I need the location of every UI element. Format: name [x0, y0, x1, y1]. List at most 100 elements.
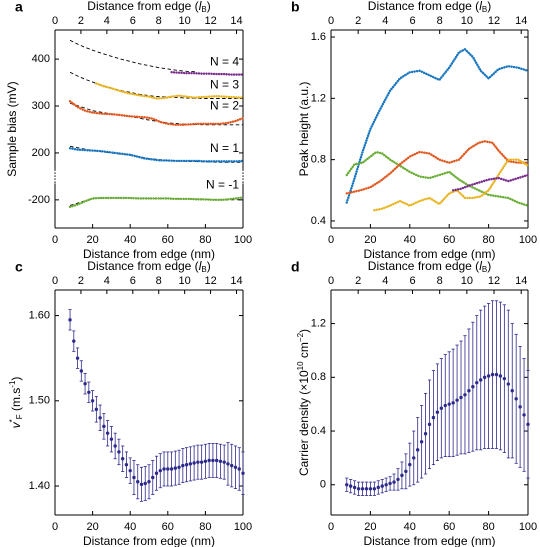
y-axis-title: v*F (m.s-1) — [8, 377, 24, 429]
y-tick-label: 0.8 — [311, 154, 326, 166]
data-point — [184, 463, 189, 467]
x-tick-label: 0 — [328, 234, 334, 246]
x2-tick-label: 12 — [488, 275, 500, 287]
data-dots — [68, 196, 245, 209]
data-point — [105, 431, 110, 435]
data-point — [479, 378, 483, 382]
data-point — [482, 375, 487, 380]
y-axis-title-part: v — [9, 421, 23, 428]
data-point — [467, 389, 471, 393]
x2-tick-label: 8 — [156, 275, 162, 287]
data-point — [162, 467, 166, 471]
x2-axis-title: Distance from edge (lB) — [87, 0, 210, 14]
x-tick-label: 100 — [234, 521, 252, 533]
y-tick-label: -200 — [28, 194, 50, 206]
x2-axis-title: Distance from edge (lB) — [368, 0, 491, 14]
data-point — [237, 467, 241, 471]
series-label: N = 2 — [210, 98, 239, 112]
data-dots — [373, 158, 530, 212]
data-point — [177, 465, 181, 469]
x-tick-label: 80 — [482, 521, 494, 533]
data-point — [396, 477, 400, 482]
data-dots — [68, 100, 245, 126]
x-tick-label: 100 — [519, 234, 537, 246]
x2-tick-label: 10 — [179, 275, 191, 287]
data-point — [490, 372, 495, 377]
data-point — [192, 461, 196, 465]
y-tick-label: 1.2 — [311, 317, 326, 329]
x-tick-label: 80 — [199, 521, 211, 533]
data-point — [72, 339, 76, 343]
x-tick-label: 40 — [124, 234, 136, 246]
x2-tick-label: 0 — [328, 15, 334, 27]
x-axis-title: Distance from edge (nm) — [83, 534, 215, 547]
x2-axis-title-part: ) — [487, 0, 491, 13]
x-tick-label: 0 — [52, 234, 58, 246]
data-point — [222, 460, 226, 464]
data-point — [154, 471, 159, 475]
y-tick-label: 0.4 — [311, 215, 326, 227]
x-axis-title-part: Distance from edge (nm) — [363, 534, 495, 547]
data-point — [486, 374, 491, 378]
data-point — [102, 424, 106, 429]
y-axis-title-part: Sample bias (mV) — [5, 81, 19, 176]
data-point — [510, 389, 514, 393]
data-point — [230, 463, 234, 468]
x2-axis-title-part: Distance from edge ( — [368, 259, 479, 273]
data-point — [75, 356, 80, 360]
data-point — [514, 397, 518, 401]
y-tick-label: 1.60 — [29, 309, 50, 321]
x-axis-title-part: Distance from edge (nm) — [83, 247, 215, 261]
y-axis-title-part: Peak height (a.u.) — [297, 82, 311, 177]
x2-tick-label: 0 — [52, 15, 58, 27]
data-dots — [345, 140, 530, 195]
y-tick-label: 0.4 — [311, 425, 326, 437]
y-axis-title: Sample bias (mV) — [5, 81, 19, 176]
series-label: N = -1 — [206, 178, 239, 192]
x-tick-label: 100 — [234, 234, 252, 246]
x2-axis-title-part: ) — [487, 259, 491, 273]
x2-tick-label: 0 — [52, 275, 58, 287]
x2-tick-label: 2 — [355, 15, 361, 27]
y-axis-title-part: Carrier density (×10 — [297, 370, 311, 476]
y-tick-label: 0 — [320, 479, 326, 491]
data-point — [463, 393, 467, 397]
y-axis-title-part: cm — [297, 342, 311, 361]
x2-tick-label: 6 — [409, 275, 415, 287]
data-point — [380, 484, 384, 488]
x2-axis-title-part: l — [479, 0, 482, 13]
data-point — [419, 440, 424, 444]
x2-axis-title-part: l — [479, 259, 482, 273]
data-point — [388, 481, 392, 486]
data-point — [345, 483, 349, 487]
data-point — [139, 482, 144, 487]
y-axis-title: Peak height (a.u.) — [297, 82, 311, 177]
data-point — [412, 456, 416, 460]
y-axis-title-part: -1 — [8, 380, 17, 388]
data-point — [109, 437, 114, 441]
data-point — [207, 458, 211, 463]
panel-letter: c — [15, 259, 23, 275]
y-tick-label: 200 — [32, 147, 50, 159]
data-point — [435, 410, 440, 414]
data-point — [502, 376, 507, 381]
data-point — [214, 458, 219, 463]
x-tick-label: 20 — [86, 234, 98, 246]
data-point — [364, 487, 369, 491]
data-point — [166, 467, 170, 471]
data-point — [356, 487, 361, 491]
data-point — [113, 444, 117, 448]
x2-tick-label: 6 — [409, 15, 415, 27]
data-point — [181, 463, 185, 468]
data-point — [439, 406, 444, 410]
data-point — [169, 467, 174, 471]
x2-tick-label: 2 — [78, 15, 84, 27]
data-point — [455, 398, 459, 402]
x2-tick-label: 2 — [355, 275, 361, 287]
data-point — [143, 481, 147, 486]
data-point — [459, 395, 463, 400]
data-point — [392, 480, 396, 484]
data-point — [83, 382, 87, 386]
x2-tick-label: 4 — [104, 15, 110, 27]
data-point — [471, 385, 475, 389]
